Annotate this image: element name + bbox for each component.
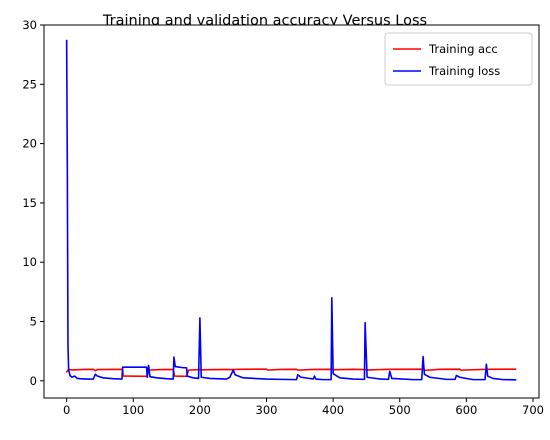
y-tick-label: 25 bbox=[22, 77, 37, 91]
legend-label-1: Training acc bbox=[428, 42, 498, 56]
x-tick-label: 500 bbox=[389, 403, 411, 417]
x-tick-label: 300 bbox=[256, 403, 278, 417]
axes-layer: 0 100 200 300 400 500 600 700 0 5 10 15 20 25 30 bbox=[22, 18, 544, 417]
y-tick-label: 10 bbox=[22, 255, 37, 269]
x-tick-label: 0 bbox=[63, 403, 70, 417]
plot-frame bbox=[43, 24, 540, 399]
y-tick-label: 15 bbox=[22, 196, 37, 210]
series-line-1 bbox=[65, 368, 517, 378]
series-line-2 bbox=[65, 39, 517, 381]
y-tick-label: 20 bbox=[22, 137, 37, 151]
y-tick-label: 0 bbox=[30, 374, 37, 388]
legend-box bbox=[384, 32, 533, 86]
y-tick-label: 5 bbox=[30, 315, 37, 329]
plot-area bbox=[44, 25, 539, 398]
x-tick-label: 700 bbox=[522, 403, 544, 417]
x-tick-label: 400 bbox=[322, 403, 344, 417]
x-tick-label: 600 bbox=[455, 403, 477, 417]
x-tick-label: 100 bbox=[122, 403, 144, 417]
legend-label-2: Training loss bbox=[428, 64, 500, 78]
legend: Training acc Training loss bbox=[384, 32, 533, 86]
series-layer bbox=[65, 39, 517, 381]
y-tick-label: 30 bbox=[22, 18, 37, 32]
x-tick-label: 200 bbox=[189, 403, 211, 417]
